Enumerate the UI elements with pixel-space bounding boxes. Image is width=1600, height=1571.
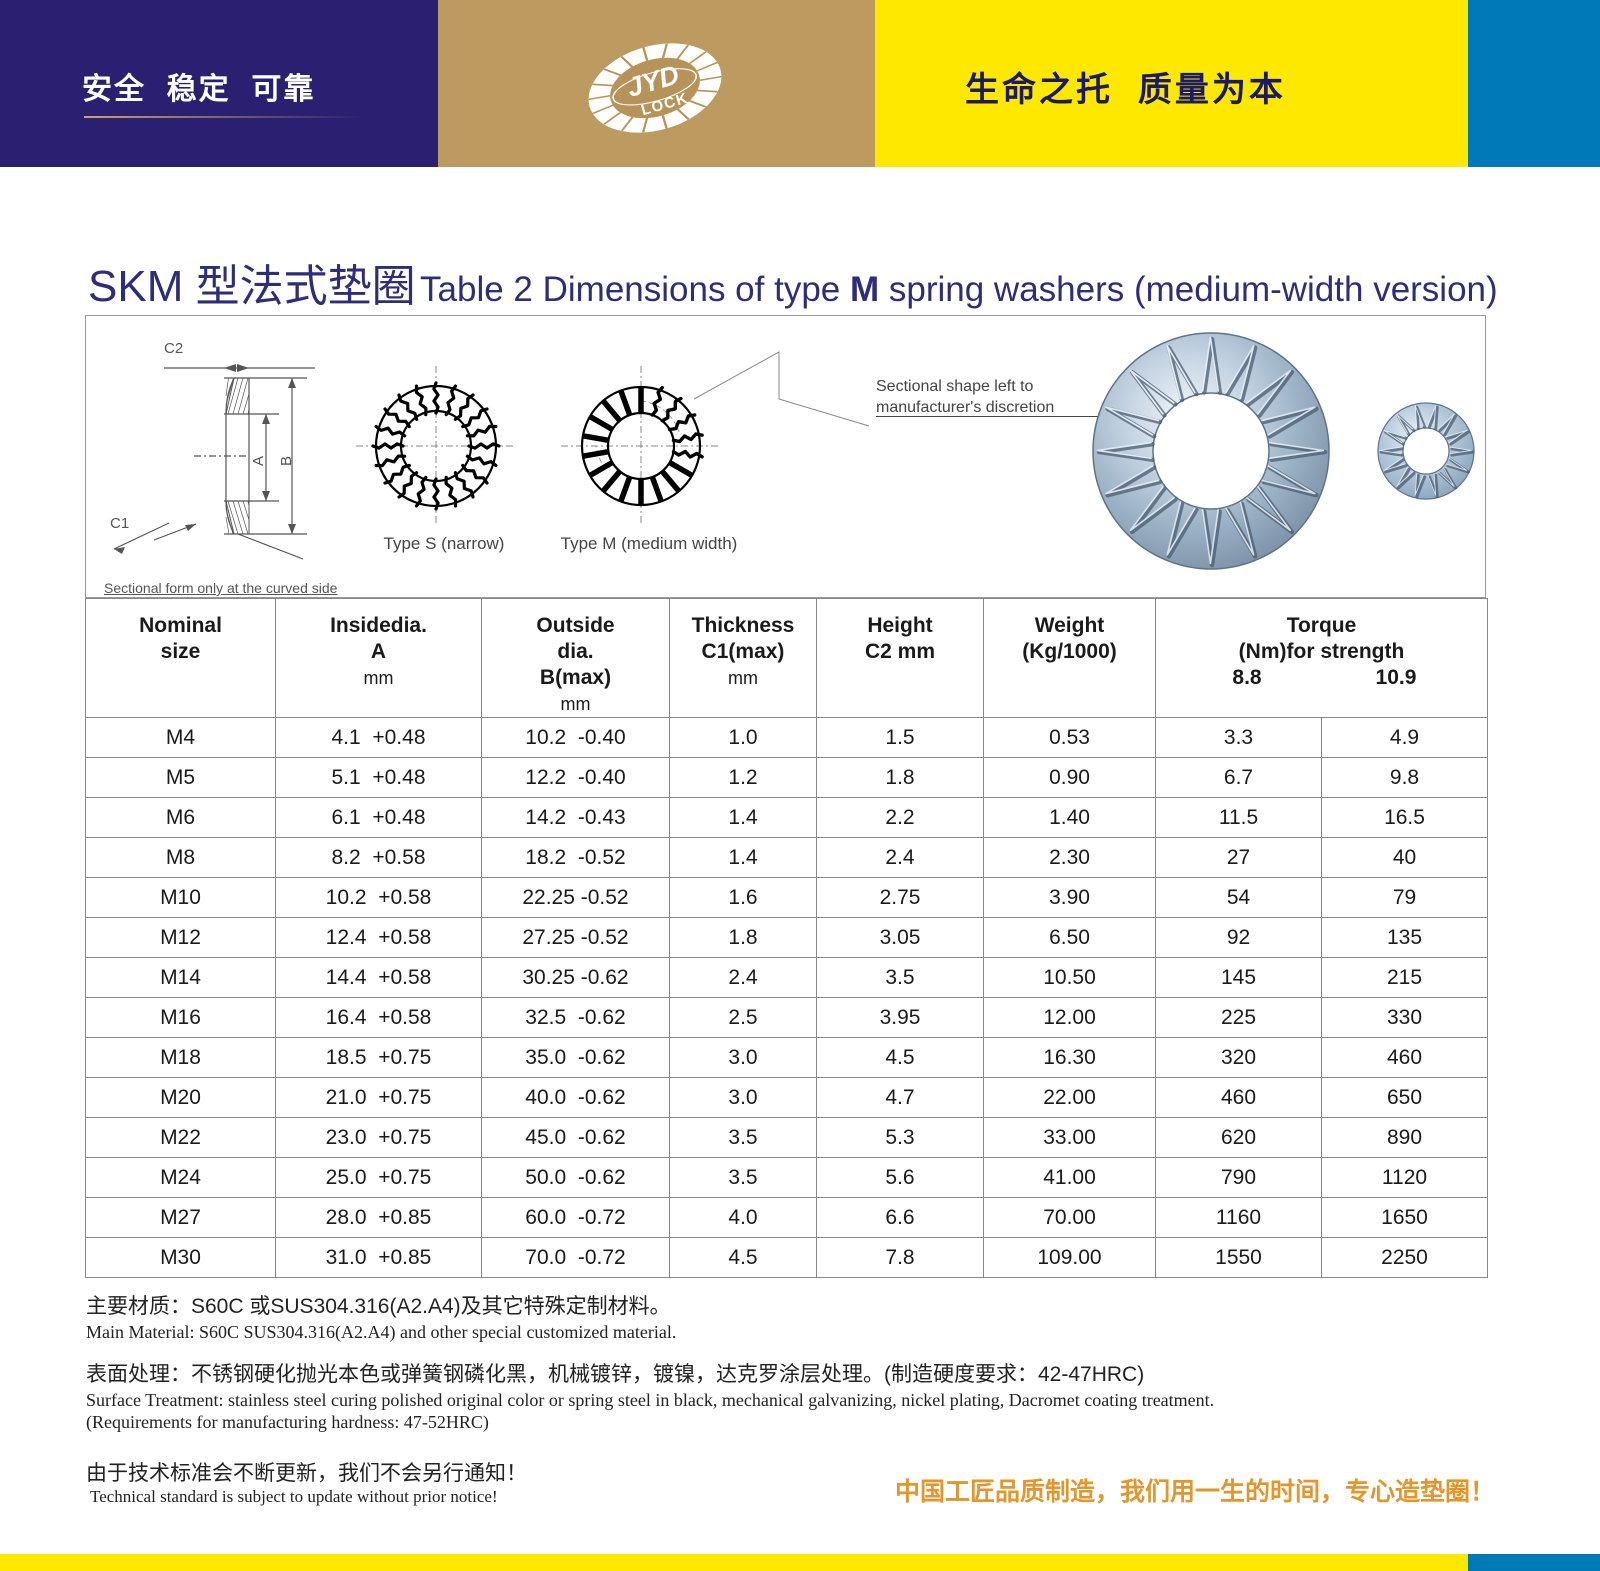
svg-text:B: B: [278, 456, 295, 466]
svg-text:C2: C2: [164, 340, 183, 357]
svg-text:C1: C1: [110, 515, 129, 532]
svg-text:A: A: [250, 456, 267, 466]
